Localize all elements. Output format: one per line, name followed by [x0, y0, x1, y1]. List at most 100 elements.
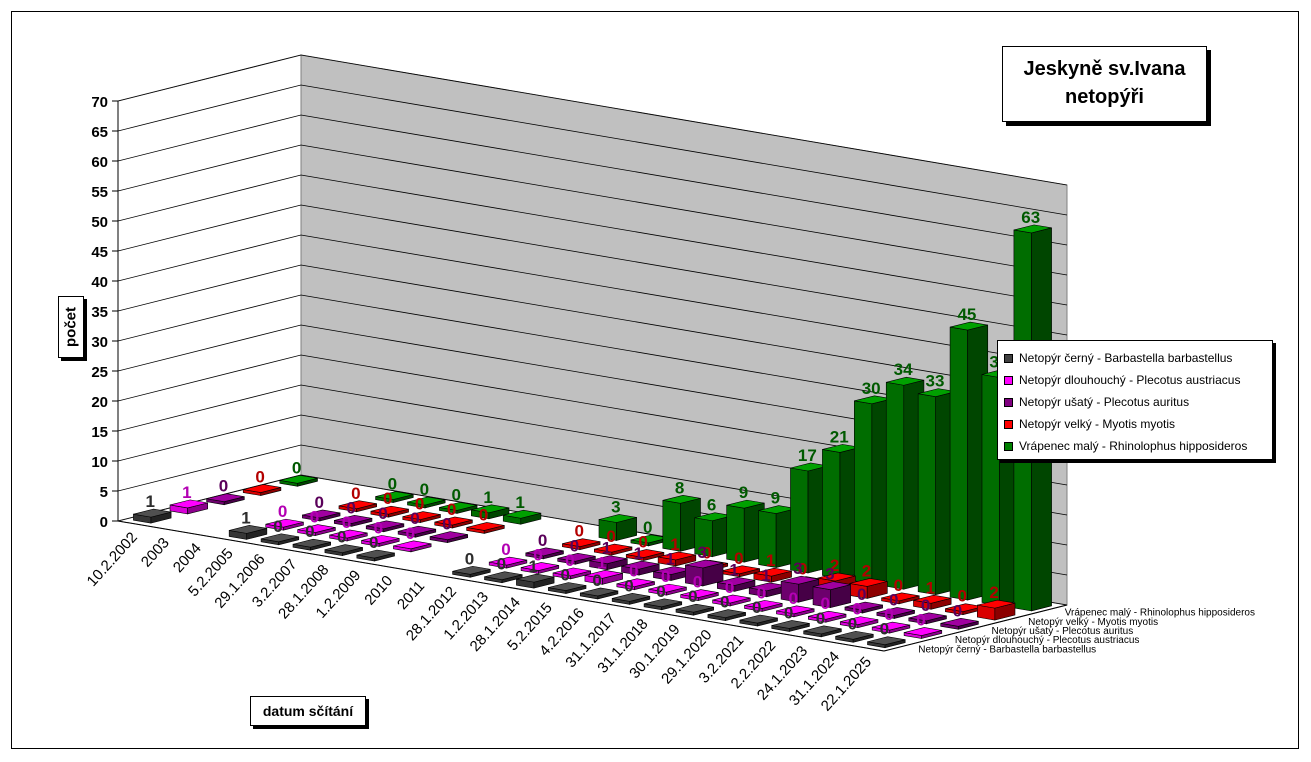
- bar-top: [726, 499, 765, 509]
- bar-top: [594, 543, 633, 553]
- data-label: 1: [670, 535, 679, 554]
- data-label: 8: [675, 478, 684, 497]
- bar-top: [261, 533, 299, 543]
- data-label: 0: [752, 598, 761, 617]
- bar-top: [598, 514, 637, 523]
- bar-top: [658, 551, 696, 561]
- bar-top: [466, 522, 505, 531]
- data-label: 1: [602, 539, 611, 558]
- gridline: [117, 174, 1068, 306]
- data-label: 9: [739, 483, 748, 502]
- bar-top: [977, 599, 1016, 609]
- data-label: 0: [661, 567, 670, 586]
- bar-top: [516, 573, 555, 583]
- data-label: 0: [725, 578, 734, 597]
- bar-top: [744, 600, 783, 609]
- bar-top: [297, 524, 336, 533]
- data-label: 0: [479, 505, 488, 524]
- bar-top: [471, 504, 510, 514]
- bar-top: [562, 538, 601, 548]
- legend-label: Netopýr velký - Myotis myotis: [1019, 417, 1176, 431]
- data-label: 0: [921, 596, 930, 615]
- bar-top: [489, 556, 527, 566]
- data-label: 0: [629, 562, 638, 581]
- bar-top: [580, 587, 619, 597]
- bar-top: [940, 617, 979, 627]
- data-label: 0: [351, 484, 360, 503]
- bar-top: [908, 612, 947, 622]
- x-tick-label: 2010: [361, 572, 396, 608]
- data-label: 0: [533, 545, 542, 564]
- bar-top: [781, 575, 819, 585]
- bar-front: [885, 381, 905, 590]
- chart-frame: 0 5 10 15 20 25 30 35 40 45 50 55 60 65 70 0 0 0 0 1 1 3 0 8 6 9 9…: [11, 11, 1299, 749]
- gridline: [117, 324, 1068, 456]
- bar-top: [626, 549, 664, 558]
- bar-top: [685, 559, 724, 569]
- bar-top: [484, 571, 523, 581]
- data-label: 1: [761, 566, 770, 585]
- bar-top: [840, 616, 879, 625]
- data-label: 30: [862, 379, 881, 398]
- data-label: 0: [565, 551, 574, 570]
- data-label: 0: [538, 531, 547, 550]
- x-tick-label: 2004: [170, 540, 205, 576]
- bar-top: [229, 525, 267, 534]
- legend-item: Netopýr velký - Myotis myotis: [998, 413, 1272, 435]
- legend-label: Netopýr ušatý - Plecotus auritus: [1019, 395, 1190, 409]
- bar-top: [206, 493, 245, 503]
- bar-top: [375, 491, 414, 500]
- bar-top: [717, 577, 756, 586]
- data-label: 0: [346, 498, 355, 517]
- bar-top: [292, 538, 331, 548]
- gridline: [117, 84, 1068, 216]
- data-label: 0: [889, 590, 898, 609]
- bar-top: [584, 569, 623, 579]
- data-label: 0: [310, 508, 319, 527]
- bar-top: [648, 583, 687, 593]
- bar-top: [439, 502, 478, 511]
- data-label: 1: [515, 493, 524, 512]
- y-axis-title: počet: [58, 296, 84, 358]
- bar-top: [876, 607, 915, 616]
- data-label: 0: [884, 605, 893, 624]
- bar-top: [680, 589, 719, 598]
- bar-top: [803, 625, 842, 635]
- x-tick-label: 10.2.2002: [84, 529, 141, 590]
- data-label: 0: [820, 594, 829, 613]
- data-label: 3: [793, 559, 802, 578]
- legend-item: Vrápenec malý - Rhinolophus hipposideros: [998, 435, 1272, 457]
- data-label: 0: [957, 587, 966, 606]
- data-label: 0: [638, 533, 647, 552]
- data-label: 1: [766, 551, 775, 570]
- data-label: 1: [634, 544, 643, 563]
- data-label: 3: [611, 497, 620, 516]
- gridline: [117, 114, 1068, 246]
- chart-title-line-1: Jeskyně sv.Ivana: [1023, 58, 1186, 80]
- bar-top: [452, 565, 491, 575]
- bar-top: [525, 547, 564, 557]
- data-label: 33: [926, 372, 945, 391]
- legend-swatch: [1004, 397, 1013, 407]
- data-label: 0: [592, 571, 601, 590]
- data-label: 0: [342, 513, 351, 532]
- y-tick-label: 0: [100, 514, 108, 531]
- data-label: 0: [497, 555, 506, 574]
- data-label: 1: [926, 578, 935, 597]
- gridline: [117, 54, 1068, 186]
- data-label: 1: [529, 557, 538, 576]
- bar-top: [370, 505, 409, 515]
- data-label: 0: [442, 515, 451, 534]
- bar-top: [712, 594, 751, 604]
- bar-top: [398, 525, 436, 535]
- bar-top: [548, 582, 587, 591]
- y-tick-label: 10: [91, 454, 108, 471]
- data-label: 1: [241, 508, 250, 527]
- data-label: 0: [784, 603, 793, 622]
- bar-top: [503, 509, 541, 519]
- bar-top: [835, 630, 874, 640]
- bar-top: [776, 605, 815, 615]
- data-label: 2: [989, 583, 998, 602]
- data-label: 0: [720, 593, 729, 612]
- y-tick-label: 70: [91, 94, 108, 111]
